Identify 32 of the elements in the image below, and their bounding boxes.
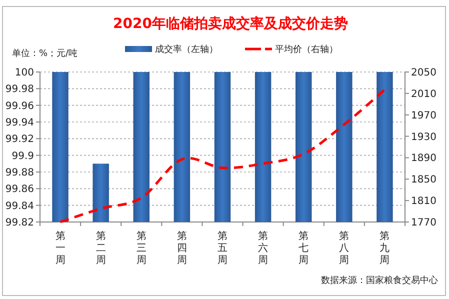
ytick: 99.82: [5, 218, 34, 228]
ytick: 99.98: [5, 84, 34, 96]
ytick: 99.96: [5, 100, 34, 112]
title: 2020年临储拍卖成交率及成交价走势: [113, 16, 348, 32]
ytick: 99.84: [5, 200, 34, 212]
xtick: 第四周: [176, 231, 187, 266]
ytick: 99.9: [12, 150, 34, 162]
y2tick: 1930: [411, 132, 436, 143]
ytick: 99.88: [5, 168, 34, 178]
y2tick: 1770: [411, 218, 436, 228]
xtick: 第八周: [339, 231, 350, 266]
ytick: 99.92: [5, 134, 34, 146]
legend: 成交率（左轴）: [155, 45, 218, 55]
y2tick: 2050: [411, 68, 436, 78]
xtick: 第二周: [96, 231, 106, 266]
y2tick: 1850: [411, 174, 436, 186]
y2tick: 1890: [411, 153, 436, 164]
legend: 平均价（右轴）: [275, 45, 338, 55]
ytick: 99.86: [5, 184, 34, 196]
xtick: 第一周: [55, 231, 66, 266]
xtick: 第六周: [258, 231, 268, 266]
xtick: 第九周: [380, 231, 390, 266]
y2tick: 1810: [411, 196, 436, 208]
xtick: 第七周: [298, 231, 309, 266]
xtick: 第三周: [136, 231, 146, 266]
annotation: 数据来源：国家粮食交易中心: [321, 276, 438, 286]
annotation: 单位：%；元/吨: [12, 49, 78, 59]
y2tick: 1970: [411, 110, 436, 122]
ytick: 100: [14, 68, 34, 78]
xtick: 第五周: [218, 231, 228, 266]
ytick: 99.94: [5, 118, 34, 128]
y2tick: 2010: [411, 88, 436, 100]
